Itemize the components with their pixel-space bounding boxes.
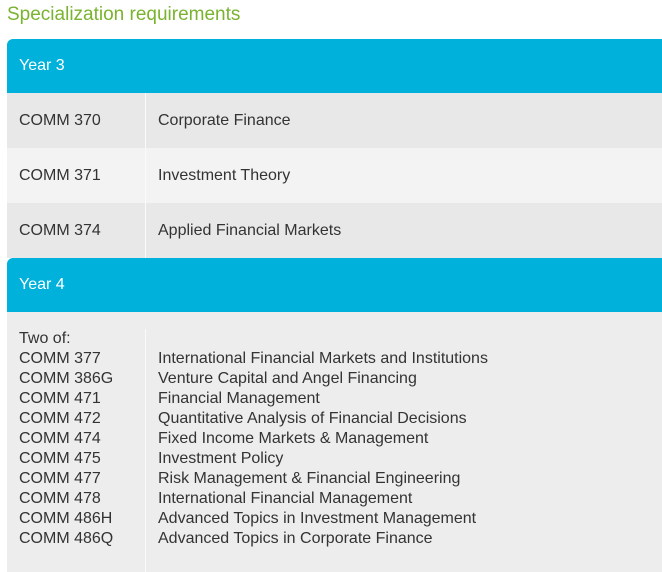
course-name: Risk Management & Financial Engineering (158, 470, 461, 487)
course-names-column: International Financial Markets and Inst… (146, 329, 662, 572)
intro-text: Two of: (19, 330, 71, 347)
course-code: COMM 377 (19, 350, 101, 367)
course-code: COMM 386G (19, 370, 114, 387)
course-code: COMM 475 (19, 450, 101, 467)
course-name: Advanced Topics in Investment Management (158, 510, 477, 527)
year-4-header: Year 4 (7, 258, 662, 312)
course-name: Fixed Income Markets & Management (158, 430, 429, 447)
table-row: COMM 374 Applied Financial Markets (7, 203, 662, 258)
course-code: COMM 471 (19, 390, 101, 407)
course-code: COMM 486H (19, 510, 113, 527)
course-name: Investment Policy (158, 450, 284, 467)
page-title: Specialization requirements (7, 4, 241, 25)
course-code: COMM 486Q (19, 530, 114, 547)
course-name: International Financial Management (158, 490, 413, 507)
course-code: COMM 474 (19, 430, 101, 447)
course-name: Quantitative Analysis of Financial Decis… (158, 410, 467, 427)
course-code: COMM 371 (7, 148, 146, 203)
course-code: COMM 478 (19, 490, 101, 507)
course-name: Investment Theory (158, 166, 291, 184)
table-row: COMM 371 Investment Theory (7, 148, 662, 203)
table-row: COMM 370 Corporate Finance (7, 93, 662, 148)
requirements-table: Year 3 COMM 370 Corporate Finance COMM 37… (7, 39, 662, 572)
course-code: COMM 370 (7, 93, 146, 148)
course-code: COMM 472 (19, 410, 101, 427)
course-codes-column: Two of: COMM 377 COMM 386G COMM 471 COMM 472… (7, 329, 146, 572)
course-name: International Financial Markets and Inst… (158, 350, 488, 367)
course-name: Applied Financial Markets (158, 221, 342, 239)
course-code: COMM 374 (7, 203, 146, 258)
course-name: Financial Management (158, 390, 320, 407)
course-name: Venture Capital and Angel Financing (158, 370, 417, 387)
year-4-body: Two of: COMM 377 COMM 386G COMM 471 COMM 472… (7, 312, 662, 572)
course-name: Advanced Topics in Corporate Finance (158, 530, 433, 547)
course-name: Corporate Finance (158, 111, 291, 129)
year-3-header: Year 3 (7, 39, 662, 93)
course-code: COMM 477 (19, 470, 101, 487)
